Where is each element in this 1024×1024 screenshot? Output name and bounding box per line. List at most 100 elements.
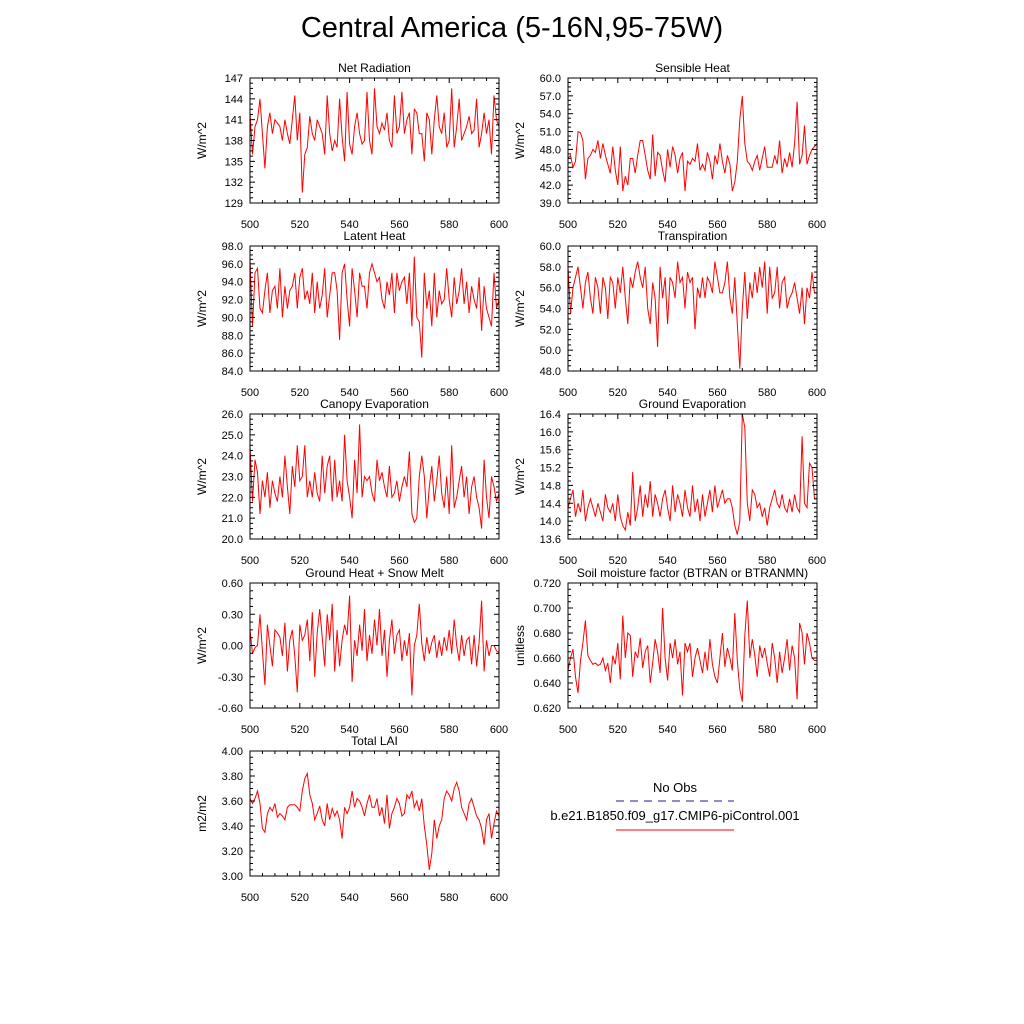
y-axis-label: W/m^2 bbox=[513, 458, 527, 495]
y-tick-label: 88.0 bbox=[222, 330, 243, 342]
x-tick-label: 500 bbox=[559, 724, 577, 736]
plot-frame bbox=[249, 750, 500, 877]
x-tick-label: 560 bbox=[390, 555, 408, 567]
series-line bbox=[249, 256, 500, 358]
x-tick-label: 580 bbox=[440, 555, 458, 567]
series-line bbox=[567, 95, 818, 192]
chart-title: Sensible Heat bbox=[655, 61, 730, 75]
x-tick-label: 520 bbox=[291, 219, 309, 231]
x-tick-label: 540 bbox=[340, 219, 358, 231]
x-tick-label: 600 bbox=[490, 724, 508, 736]
y-tick-label: 13.6 bbox=[540, 534, 561, 546]
series-line bbox=[249, 771, 500, 870]
x-tick-label: 540 bbox=[658, 555, 676, 567]
x-tick-label: 500 bbox=[241, 724, 259, 736]
chart-panel: 500 520 540 560 580 600 13.6 14.0 14.4 14.8 15.2 15… bbox=[513, 397, 826, 567]
x-tick-label: 520 bbox=[609, 387, 627, 399]
chart-title: Transpiration bbox=[658, 229, 728, 243]
legend-label-obs: No Obs bbox=[653, 780, 698, 795]
y-tick-label: 58.0 bbox=[540, 262, 561, 274]
chart-panel: 500 520 540 560 580 600 48.0 50.0 52.0 54.0 56.0 58… bbox=[513, 229, 826, 399]
y-axis-label: W/m^2 bbox=[195, 627, 209, 664]
x-tick-label: 520 bbox=[291, 387, 309, 399]
chart-panel: 500 520 540 560 580 600 -0.60 -0.30 0.00 0.30 0.60… bbox=[195, 566, 508, 736]
x-tick-label: 560 bbox=[708, 555, 726, 567]
y-tick-label: 0.700 bbox=[533, 603, 561, 615]
x-tick-label: 600 bbox=[808, 724, 826, 736]
y-tick-label: 98.0 bbox=[222, 241, 243, 253]
y-tick-label: 0.640 bbox=[533, 678, 561, 690]
x-tick-label: 600 bbox=[490, 892, 508, 904]
chart-title: Latent Heat bbox=[343, 229, 406, 243]
chart-panel: 500 520 540 560 580 600 129 132 135 138 141 144 147 N… bbox=[195, 61, 508, 231]
x-tick-label: 540 bbox=[340, 892, 358, 904]
y-tick-label: 0.620 bbox=[533, 703, 561, 715]
x-tick-label: 540 bbox=[658, 219, 676, 231]
series-line bbox=[249, 595, 500, 696]
x-tick-label: 520 bbox=[291, 892, 309, 904]
x-tick-label: 560 bbox=[390, 724, 408, 736]
y-tick-label: -0.60 bbox=[218, 703, 243, 715]
x-tick-label: 540 bbox=[340, 724, 358, 736]
y-tick-label: 0.660 bbox=[533, 653, 561, 665]
y-axis-label: W/m^2 bbox=[513, 122, 527, 159]
legend: No Obs b.e21.B1850.f09_g17.CMIP6-piContro… bbox=[550, 780, 800, 831]
x-tick-label: 500 bbox=[241, 219, 259, 231]
y-tick-label: 54.0 bbox=[540, 109, 561, 121]
chart-panel: 500 520 540 560 580 600 84.0 86.0 88.0 90.0 92.0 94… bbox=[195, 229, 508, 399]
series-line bbox=[567, 261, 817, 369]
y-tick-label: 14.8 bbox=[540, 480, 561, 492]
chart-title: Ground Evaporation bbox=[639, 397, 746, 411]
x-tick-label: 600 bbox=[808, 387, 826, 399]
x-tick-label: 580 bbox=[440, 724, 458, 736]
series-line bbox=[567, 413, 817, 535]
y-tick-label: 0.680 bbox=[533, 628, 561, 640]
y-tick-label: 21.0 bbox=[222, 513, 243, 525]
x-tick-label: 600 bbox=[808, 555, 826, 567]
x-tick-label: 600 bbox=[490, 387, 508, 399]
series-line bbox=[249, 88, 500, 193]
y-tick-label: 15.2 bbox=[540, 463, 561, 475]
y-tick-label: 60.0 bbox=[540, 73, 561, 85]
x-tick-label: 500 bbox=[559, 387, 577, 399]
y-tick-label: 96.0 bbox=[222, 259, 243, 271]
chart-panel: 500 520 540 560 580 600 39.0 42.0 45.0 48.0 51.0 54… bbox=[513, 61, 826, 231]
chart-panel: 500 520 540 560 580 600 20.0 21.0 22.0 23.0 24.0 25… bbox=[195, 397, 508, 567]
y-tick-label: 3.60 bbox=[222, 796, 243, 808]
y-tick-label: 92.0 bbox=[222, 295, 243, 307]
x-tick-label: 580 bbox=[758, 555, 776, 567]
y-tick-label: 25.0 bbox=[222, 430, 243, 442]
y-axis-label: m2/m2 bbox=[195, 795, 209, 832]
y-axis-label: unitless bbox=[513, 625, 527, 666]
x-tick-label: 500 bbox=[559, 219, 577, 231]
x-tick-label: 600 bbox=[490, 555, 508, 567]
x-tick-label: 500 bbox=[241, 892, 259, 904]
x-tick-label: 580 bbox=[758, 724, 776, 736]
y-tick-label: 20.0 bbox=[222, 534, 243, 546]
y-tick-label: 48.0 bbox=[540, 366, 561, 378]
y-tick-label: 16.0 bbox=[540, 427, 561, 439]
y-tick-label: 23.0 bbox=[222, 472, 243, 484]
y-axis-label: W/m^2 bbox=[513, 290, 527, 327]
y-tick-label: 14.0 bbox=[540, 516, 561, 528]
y-tick-label: 86.0 bbox=[222, 348, 243, 360]
y-tick-label: 42.0 bbox=[540, 180, 561, 192]
x-tick-label: 540 bbox=[340, 387, 358, 399]
y-tick-label: 84.0 bbox=[222, 366, 243, 378]
y-tick-label: 3.80 bbox=[222, 771, 243, 783]
y-tick-label: 3.00 bbox=[222, 871, 243, 883]
x-tick-label: 580 bbox=[440, 892, 458, 904]
x-tick-label: 560 bbox=[708, 219, 726, 231]
x-tick-label: 520 bbox=[291, 555, 309, 567]
y-tick-label: 132 bbox=[225, 177, 243, 189]
x-tick-label: 560 bbox=[708, 724, 726, 736]
x-tick-label: 540 bbox=[658, 387, 676, 399]
y-tick-label: 147 bbox=[225, 73, 243, 85]
x-tick-label: 540 bbox=[340, 555, 358, 567]
series-line bbox=[249, 424, 500, 529]
y-tick-label: 56.0 bbox=[540, 283, 561, 295]
series-line bbox=[567, 600, 817, 702]
plot-frame bbox=[249, 582, 500, 709]
y-tick-label: 0.60 bbox=[222, 578, 243, 590]
